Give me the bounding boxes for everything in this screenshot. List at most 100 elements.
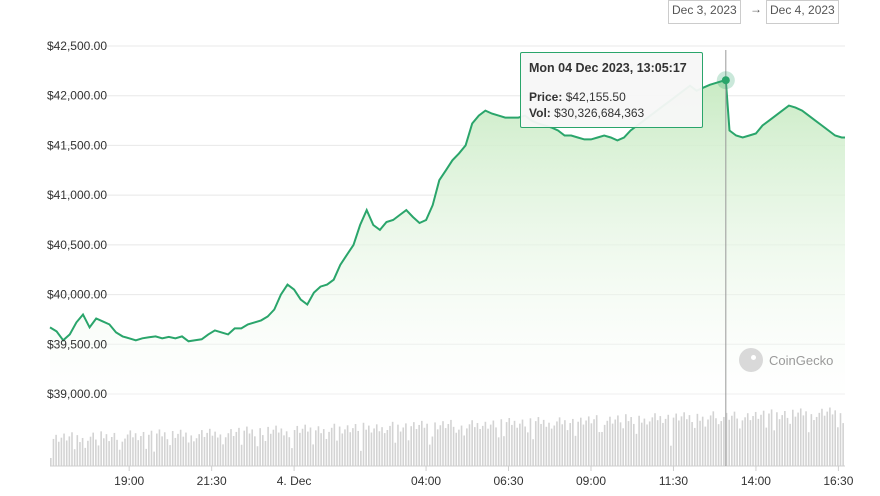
volume-bar <box>664 418 667 466</box>
volume-bar <box>609 416 611 466</box>
volume-bar <box>519 423 521 466</box>
volume-bar <box>792 409 794 466</box>
volume-bar <box>254 436 256 466</box>
volume-bar <box>627 421 630 466</box>
price-tooltip: Mon 04 Dec 2023, 13:05:17 Price: $42,155… <box>520 52 703 128</box>
volume-bar <box>60 437 63 466</box>
volume-bar <box>741 420 744 466</box>
volume-bar <box>497 437 500 466</box>
y-tick-label: $41,000.00 <box>47 188 107 202</box>
volume-bar <box>654 413 656 466</box>
volume-bar <box>797 412 799 466</box>
range-start-input[interactable]: Dec 3, 2023 <box>668 0 741 24</box>
volume-bar <box>63 433 65 466</box>
volume-bar <box>667 414 670 466</box>
volume-bar <box>622 428 624 466</box>
volume-bar <box>267 426 269 466</box>
volume-bar <box>103 438 105 466</box>
volume-bar <box>829 407 831 466</box>
volume-bar <box>489 424 492 466</box>
volume-bar <box>124 438 126 466</box>
volume-bar <box>84 447 87 466</box>
volume-bar <box>55 434 57 466</box>
volume-bar <box>487 428 489 466</box>
volume-bar <box>68 436 71 466</box>
volume-bar <box>277 432 280 466</box>
volume-bar <box>805 411 807 466</box>
volume-bar <box>577 421 579 466</box>
volume-bar <box>322 429 325 466</box>
volume-bar <box>248 433 251 466</box>
volume-bar <box>137 440 140 466</box>
volume-bar <box>680 416 683 466</box>
volume-bar <box>216 437 219 466</box>
highlight-point <box>721 76 730 85</box>
volume-bar <box>269 433 272 466</box>
volume-bar <box>116 439 118 466</box>
volume-bar <box>744 417 746 466</box>
volume-bar <box>606 420 609 466</box>
volume-bar <box>651 417 654 466</box>
volume-bar <box>328 431 330 466</box>
volume-bar <box>381 427 383 466</box>
volume-bar <box>264 440 267 466</box>
volume-bar <box>757 418 760 466</box>
volume-bar <box>799 408 802 466</box>
volume-bar <box>450 419 452 466</box>
volume-bar <box>79 442 81 466</box>
volume-bar <box>211 435 214 466</box>
volume-bar <box>837 427 839 466</box>
volume-bar <box>550 428 553 466</box>
volume-bar <box>190 435 193 466</box>
volume-bar <box>134 433 137 466</box>
volume-bar <box>108 441 110 466</box>
volume-bar <box>100 431 102 466</box>
tooltip-vol-value: $30,326,684,363 <box>554 106 645 120</box>
volume-bar <box>601 431 603 466</box>
volume-bar <box>484 421 487 466</box>
coingecko-watermark: CoinGecko <box>739 348 833 372</box>
volume-bar <box>195 438 198 466</box>
volume-bar <box>823 415 826 466</box>
volume-bar <box>118 449 121 466</box>
volume-bar <box>670 445 672 466</box>
volume-bar <box>500 419 503 466</box>
volume-bar <box>288 437 291 466</box>
volume-bar <box>357 430 359 466</box>
range-end-input[interactable]: Dec 4, 2023 <box>766 0 839 24</box>
volume-bar <box>198 434 200 466</box>
volume-bar <box>158 429 161 466</box>
volume-bar <box>452 426 455 466</box>
volume-bar <box>73 449 76 466</box>
volume-bar <box>704 426 707 466</box>
range-arrow: → <box>750 2 762 16</box>
volume-bar <box>397 424 399 466</box>
volume-bar <box>126 434 129 466</box>
volume-bar <box>415 429 418 466</box>
volume-bar <box>299 432 301 466</box>
volume-bar <box>686 419 688 466</box>
volume-bar <box>516 427 518 466</box>
volume-bar <box>752 416 754 466</box>
y-tick-label: $39,000.00 <box>47 387 107 401</box>
volume-bar <box>307 431 309 466</box>
volume-bar <box>572 418 574 466</box>
volume-bar <box>463 435 465 466</box>
volume-bar <box>656 420 659 466</box>
volume-bar <box>222 444 224 466</box>
volume-bar <box>662 422 664 466</box>
volume-bar <box>65 440 68 466</box>
volume-bar <box>503 436 505 466</box>
volume-bar <box>140 436 142 466</box>
x-tick-label: 06:30 <box>494 474 524 488</box>
volume-bar <box>354 424 357 466</box>
volume-bar <box>444 428 447 466</box>
volume-bar <box>476 423 479 466</box>
volume-bar <box>754 411 757 466</box>
volume-bar <box>556 421 558 466</box>
volume-bar <box>789 423 791 466</box>
volume-bar <box>57 441 60 466</box>
volume-bar <box>778 419 781 466</box>
volume-bar <box>818 412 821 466</box>
